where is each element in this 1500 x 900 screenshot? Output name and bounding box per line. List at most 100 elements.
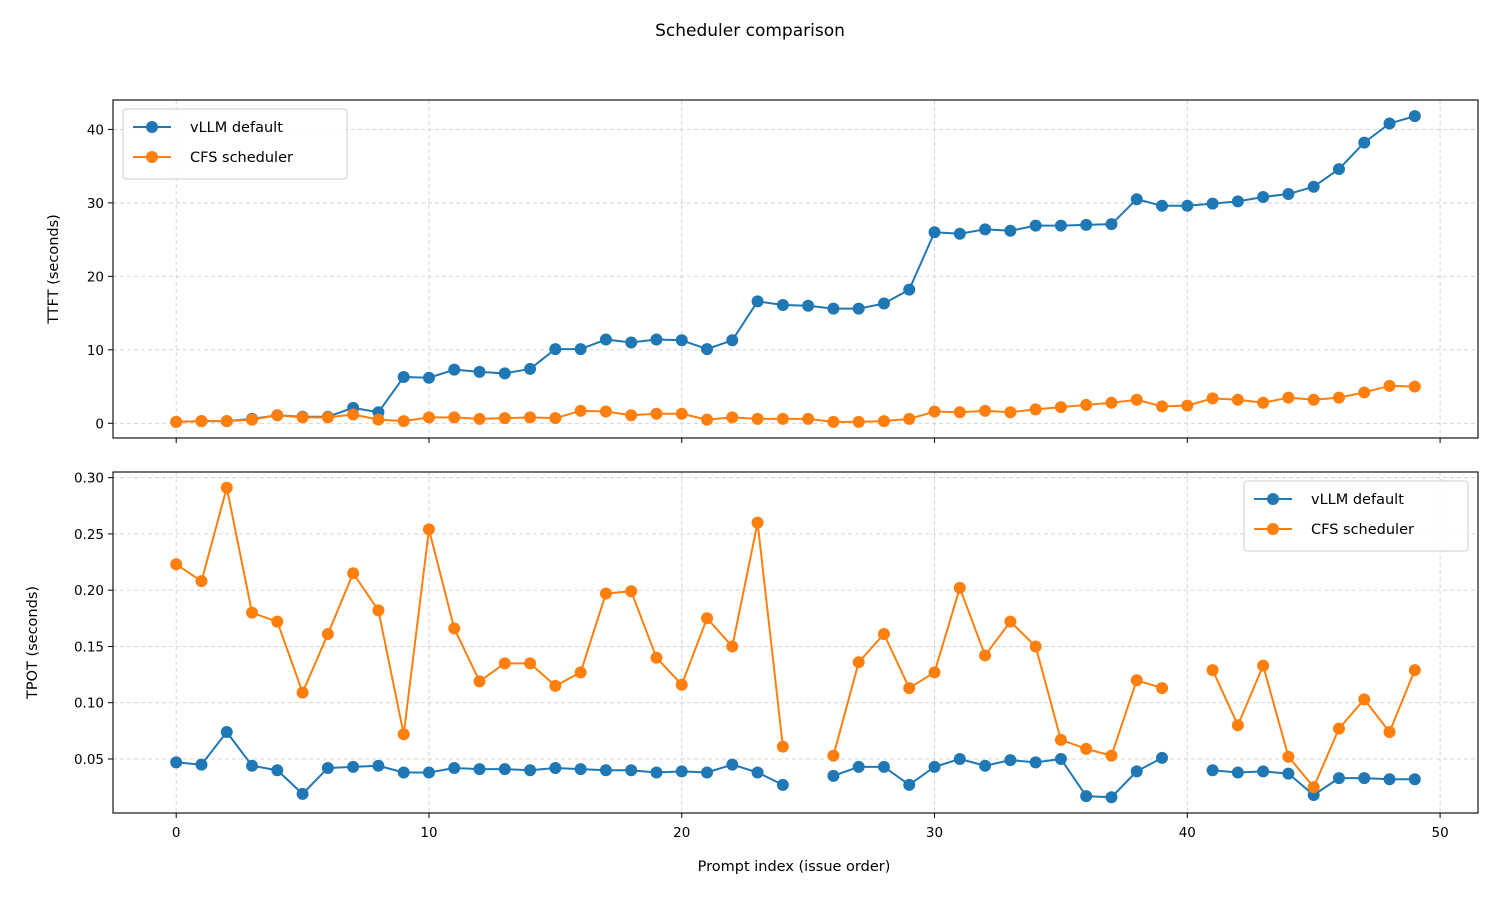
data-point	[953, 581, 966, 594]
data-point	[347, 760, 360, 773]
data-point	[701, 612, 714, 625]
data-point	[473, 763, 486, 776]
data-point	[1054, 733, 1067, 746]
data-point	[422, 523, 435, 536]
y-tick-label: 40	[87, 122, 104, 138]
data-point	[726, 334, 739, 347]
legend-label: vLLM default	[1311, 492, 1404, 508]
legend: vLLM default CFS scheduler	[122, 108, 348, 180]
data-point	[877, 628, 890, 641]
legend-marker	[146, 151, 158, 163]
data-point	[599, 405, 612, 418]
data-point	[625, 764, 638, 777]
data-point	[650, 333, 663, 346]
data-point	[549, 343, 562, 356]
data-point	[979, 649, 992, 662]
data-point	[599, 764, 612, 777]
data-point	[650, 407, 663, 420]
data-point	[1206, 197, 1219, 210]
data-point	[1105, 791, 1118, 804]
data-point	[1029, 403, 1042, 416]
y-tick-label: 0.25	[74, 527, 104, 543]
y-tick-label: 0.30	[74, 471, 104, 487]
data-point	[675, 765, 688, 778]
data-point	[195, 575, 208, 588]
data-point	[675, 334, 688, 347]
data-point	[170, 558, 183, 571]
data-point	[372, 413, 385, 426]
data-point	[625, 409, 638, 422]
data-point	[195, 415, 208, 428]
data-point	[1080, 742, 1093, 755]
data-point	[524, 764, 537, 777]
data-point	[1307, 781, 1320, 794]
y-tick-label: 20	[87, 269, 104, 285]
tpot-y-axis-label: TPOT (seconds)	[25, 586, 41, 700]
data-point	[574, 404, 587, 417]
series-line	[176, 384, 1415, 423]
data-point	[928, 760, 941, 773]
data-point	[422, 766, 435, 779]
data-point	[220, 415, 233, 428]
data-point	[321, 628, 334, 641]
data-point	[473, 412, 486, 425]
data-point	[1130, 765, 1143, 778]
data-point	[1282, 767, 1295, 780]
data-point	[1231, 719, 1244, 732]
data-point	[1206, 764, 1219, 777]
data-point	[599, 333, 612, 346]
data-point	[1332, 772, 1345, 785]
data-point	[1257, 659, 1270, 672]
data-point	[524, 411, 537, 424]
data-point	[776, 299, 789, 312]
data-point	[1282, 188, 1295, 201]
data-point	[397, 371, 410, 384]
data-point	[549, 679, 562, 692]
x-tick-label: 30	[926, 825, 943, 841]
data-point	[271, 615, 284, 628]
data-point	[1231, 766, 1244, 779]
y-tick-label: 30	[87, 196, 104, 212]
data-point	[498, 412, 511, 425]
data-point	[498, 763, 511, 776]
data-point	[473, 675, 486, 688]
data-point	[1156, 400, 1169, 413]
data-point	[1383, 773, 1396, 786]
ttft-panel: 0 10 20 30 40 TTFT (seconds) vLLM default CFS s…	[46, 99, 1479, 443]
data-point	[1383, 379, 1396, 392]
y-tick-label: 0.15	[74, 639, 104, 655]
data-point	[852, 760, 865, 773]
data-point	[928, 666, 941, 679]
data-point	[827, 769, 840, 782]
data-point	[296, 787, 309, 800]
data-point	[953, 752, 966, 765]
data-point	[802, 299, 815, 312]
data-point	[296, 686, 309, 699]
data-point	[246, 413, 259, 426]
data-point	[220, 481, 233, 494]
data-point	[1206, 392, 1219, 405]
data-point	[321, 411, 334, 424]
data-point	[1408, 110, 1421, 123]
data-point	[1231, 393, 1244, 406]
legend-marker	[1267, 493, 1279, 505]
y-tick-label: 0.05	[74, 752, 104, 768]
data-point	[397, 728, 410, 741]
data-point	[726, 411, 739, 424]
data-point	[1408, 380, 1421, 393]
data-point	[852, 415, 865, 428]
data-point	[1383, 725, 1396, 738]
data-point	[549, 761, 562, 774]
plot-frame	[112, 471, 1479, 814]
data-point	[751, 412, 764, 425]
y-tick-label: 0	[95, 416, 104, 432]
data-point	[1156, 751, 1169, 764]
data-point	[1029, 640, 1042, 653]
data-point	[625, 336, 638, 349]
y-tick-label: 10	[87, 343, 104, 359]
data-point	[448, 761, 461, 774]
data-point	[1332, 163, 1345, 176]
legend-label: CFS scheduler	[1311, 522, 1414, 538]
data-point	[1130, 193, 1143, 206]
